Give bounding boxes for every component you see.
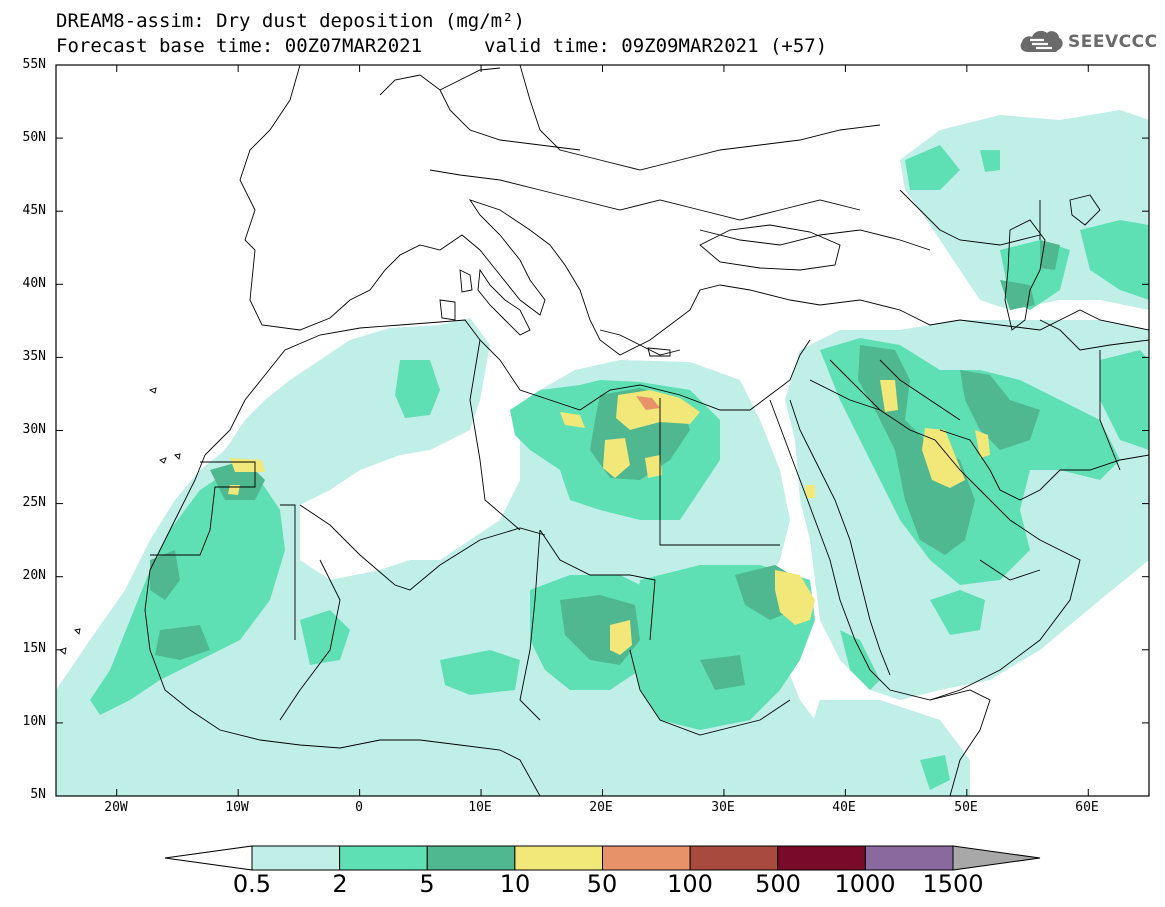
- colorbar-box: [514, 845, 603, 871]
- seevccc-logo: SEEVCCC: [1018, 24, 1157, 60]
- axis-ticks: [56, 64, 1149, 797]
- colorbar-box: [339, 845, 428, 871]
- dust-fields: [56, 110, 1149, 796]
- forecast-base-time: Forecast base time: 00Z07MAR2021: [56, 35, 423, 57]
- lon-label: 10W: [225, 800, 249, 815]
- coastlines-borders: [59, 65, 1149, 796]
- colorbar-label: 5: [419, 870, 435, 898]
- colorbar-label: 1500: [922, 870, 984, 898]
- colorbar: [164, 845, 1041, 871]
- lat-label: 35N: [22, 349, 46, 364]
- colorbar-box: [689, 845, 779, 871]
- logo-text: SEEVCCC: [1068, 32, 1158, 52]
- valid-time: valid time: 09Z09MAR2021 (+57): [484, 35, 828, 57]
- lon-label: 50E: [954, 800, 978, 815]
- lon-label: 0: [355, 800, 363, 815]
- colorbar-label: 50: [586, 870, 618, 898]
- lat-label: 30N: [22, 422, 46, 437]
- colorbar-box: [777, 845, 866, 871]
- lat-label: 5N: [30, 787, 46, 802]
- lat-label: 50N: [22, 130, 46, 145]
- colorbar-label: 0.5: [232, 870, 272, 898]
- colorbar-label: 10: [499, 870, 531, 898]
- colorbar-label: 1000: [834, 870, 896, 898]
- lon-label: 20E: [589, 800, 613, 815]
- colorbar-label: 2: [332, 870, 348, 898]
- colorbar-label: 500: [755, 870, 801, 898]
- colorbar-box: [426, 845, 516, 871]
- colorbar-box: [251, 845, 341, 871]
- lat-label: 40N: [22, 276, 46, 291]
- lat-label: 25N: [22, 495, 46, 510]
- colorbar-box: [864, 845, 954, 871]
- lat-label: 20N: [22, 568, 46, 583]
- cloud-icon: [1020, 30, 1063, 52]
- colorbar-over-triangle: [952, 845, 1041, 871]
- colorbar-label: 100: [667, 870, 713, 898]
- lon-label: 60E: [1075, 800, 1099, 815]
- lat-label: 15N: [22, 641, 46, 656]
- lon-label: 10E: [468, 800, 492, 815]
- lat-label: 55N: [22, 57, 46, 72]
- lat-label: 10N: [22, 714, 46, 729]
- colorbar-box: [602, 845, 691, 871]
- lat-label: 45N: [22, 203, 46, 218]
- colorbar-under-triangle: [164, 845, 253, 871]
- lon-label: 30E: [711, 800, 735, 815]
- lon-label: 20W: [104, 800, 128, 815]
- map-title: DREAM8-assim: Dry dust deposition (mg/m²…: [56, 10, 525, 32]
- lon-label: 40E: [832, 800, 856, 815]
